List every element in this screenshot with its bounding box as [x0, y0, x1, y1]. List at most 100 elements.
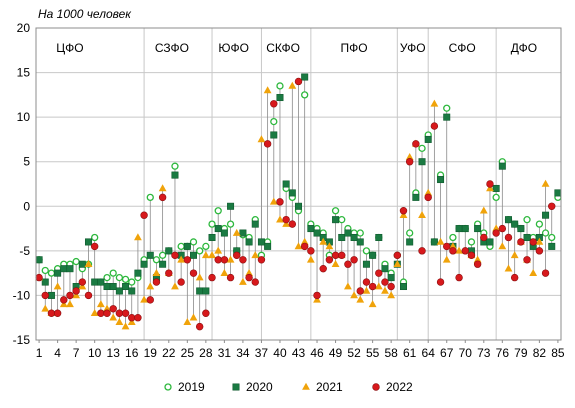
data-point-2021 — [263, 86, 272, 94]
data-point-2021 — [109, 313, 118, 321]
y-tick-label: 5 — [23, 155, 30, 169]
data-point-2022 — [356, 287, 364, 295]
data-point-2020 — [128, 287, 136, 295]
data-point-2020 — [245, 238, 253, 246]
y-axis-label: На 1000 человек — [38, 7, 132, 21]
data-point-2021 — [387, 291, 396, 299]
y-tick-label: 10 — [17, 110, 31, 124]
data-point-2020 — [332, 216, 340, 224]
data-point-2020 — [399, 283, 407, 291]
data-point-2022 — [541, 269, 550, 277]
y-tick-label: -15 — [13, 333, 31, 347]
data-point-2019 — [41, 266, 49, 275]
data-point-2020 — [369, 251, 377, 259]
data-point-2022 — [165, 269, 173, 277]
data-point-2022 — [140, 211, 148, 219]
data-point-2021 — [220, 268, 229, 276]
data-point-2021 — [300, 237, 309, 245]
data-point-2022 — [510, 273, 519, 282]
data-point-2021 — [306, 255, 315, 263]
data-point-2019 — [226, 220, 235, 228]
data-point-2022 — [529, 238, 537, 246]
data-point-2020 — [159, 260, 167, 268]
data-point-2019 — [301, 91, 309, 99]
legend-label: 2022 — [386, 380, 413, 394]
x-tick-label: 28 — [199, 346, 213, 360]
data-point-2022 — [467, 251, 476, 260]
data-point-2021 — [201, 251, 210, 259]
data-point-2020 — [548, 242, 556, 250]
data-point-2022 — [78, 278, 87, 286]
data-point-2020 — [103, 283, 111, 291]
data-point-2020 — [375, 233, 383, 241]
x-tick-label: 79 — [514, 346, 528, 360]
data-point-2021 — [152, 268, 161, 276]
region-label: ЦФО — [56, 41, 83, 55]
data-point-2022 — [307, 247, 315, 255]
data-point-2022 — [251, 278, 259, 286]
data-point-2022 — [226, 273, 235, 282]
data-point-2022 — [202, 309, 210, 317]
data-point-2021 — [492, 224, 501, 232]
data-point-2022 — [381, 278, 389, 286]
data-point-2022 — [461, 247, 469, 255]
data-point-2022 — [498, 224, 507, 233]
data-point-2022 — [171, 251, 179, 260]
x-tick-label: 10 — [88, 346, 102, 360]
data-point-2022 — [294, 77, 303, 86]
data-point-2022 — [492, 229, 500, 237]
data-point-2020 — [474, 225, 482, 233]
data-point-2021 — [405, 153, 414, 161]
data-point-2022 — [257, 256, 266, 264]
x-tick-label: 40 — [273, 346, 287, 360]
data-point-2022 — [195, 322, 204, 331]
data-point-2022 — [189, 269, 198, 277]
data-point-2020 — [134, 269, 142, 277]
data-point-2021 — [510, 251, 519, 259]
y-tick-label: -5 — [19, 244, 30, 258]
data-point-2020 — [171, 171, 179, 179]
data-point-2022 — [449, 247, 457, 255]
data-point-2020 — [190, 251, 198, 259]
data-point-2021 — [288, 81, 297, 89]
data-point-2021 — [189, 313, 198, 321]
data-point-2020 — [115, 287, 123, 295]
data-point-2020 — [461, 225, 469, 233]
data-point-2021 — [436, 237, 445, 245]
data-point-2020 — [220, 229, 228, 237]
data-point-2022 — [263, 140, 272, 148]
data-point-2020 — [146, 251, 154, 259]
data-point-2022 — [84, 291, 93, 300]
data-point-2021 — [140, 295, 148, 303]
data-point-2020 — [202, 287, 210, 295]
data-point-2019 — [418, 144, 426, 152]
data-point-2021 — [183, 317, 192, 325]
data-point-2019 — [109, 269, 117, 277]
data-point-2022 — [121, 309, 130, 317]
data-point-2021 — [424, 188, 433, 196]
data-point-2022 — [115, 309, 124, 317]
data-point-2020 — [214, 225, 222, 233]
data-point-2019 — [121, 275, 130, 284]
data-point-2019 — [189, 238, 198, 246]
data-point-2021 — [455, 246, 463, 254]
x-tick-label: 37 — [255, 346, 269, 360]
data-point-2021 — [442, 255, 451, 263]
data-point-2022 — [473, 260, 482, 268]
x-tick-label: 55 — [366, 346, 380, 360]
data-point-2019 — [535, 220, 544, 228]
legend-label: 2021 — [316, 380, 343, 394]
data-point-2019 — [146, 193, 154, 202]
data-point-2020 — [430, 238, 438, 246]
data-point-2021 — [356, 295, 365, 303]
data-point-2022 — [424, 193, 432, 202]
data-point-2022 — [331, 251, 340, 260]
data-point-2021 — [368, 300, 377, 308]
data-point-2019 — [171, 162, 179, 170]
data-point-2021 — [479, 206, 488, 214]
data-point-2020 — [54, 269, 62, 277]
data-point-2020 — [78, 260, 86, 268]
data-point-2022 — [60, 296, 68, 304]
legend-label: 2019 — [178, 380, 205, 394]
